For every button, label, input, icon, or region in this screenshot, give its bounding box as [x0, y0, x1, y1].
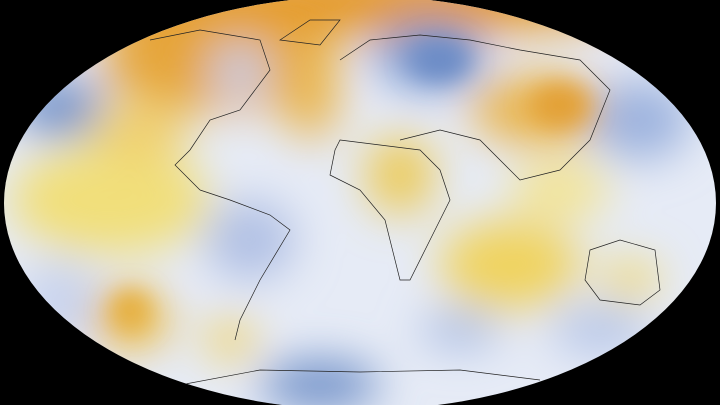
anomaly-field — [10, 0, 690, 405]
coastlines — [149, 19, 661, 386]
anomaly-detail — [110, 40, 590, 330]
